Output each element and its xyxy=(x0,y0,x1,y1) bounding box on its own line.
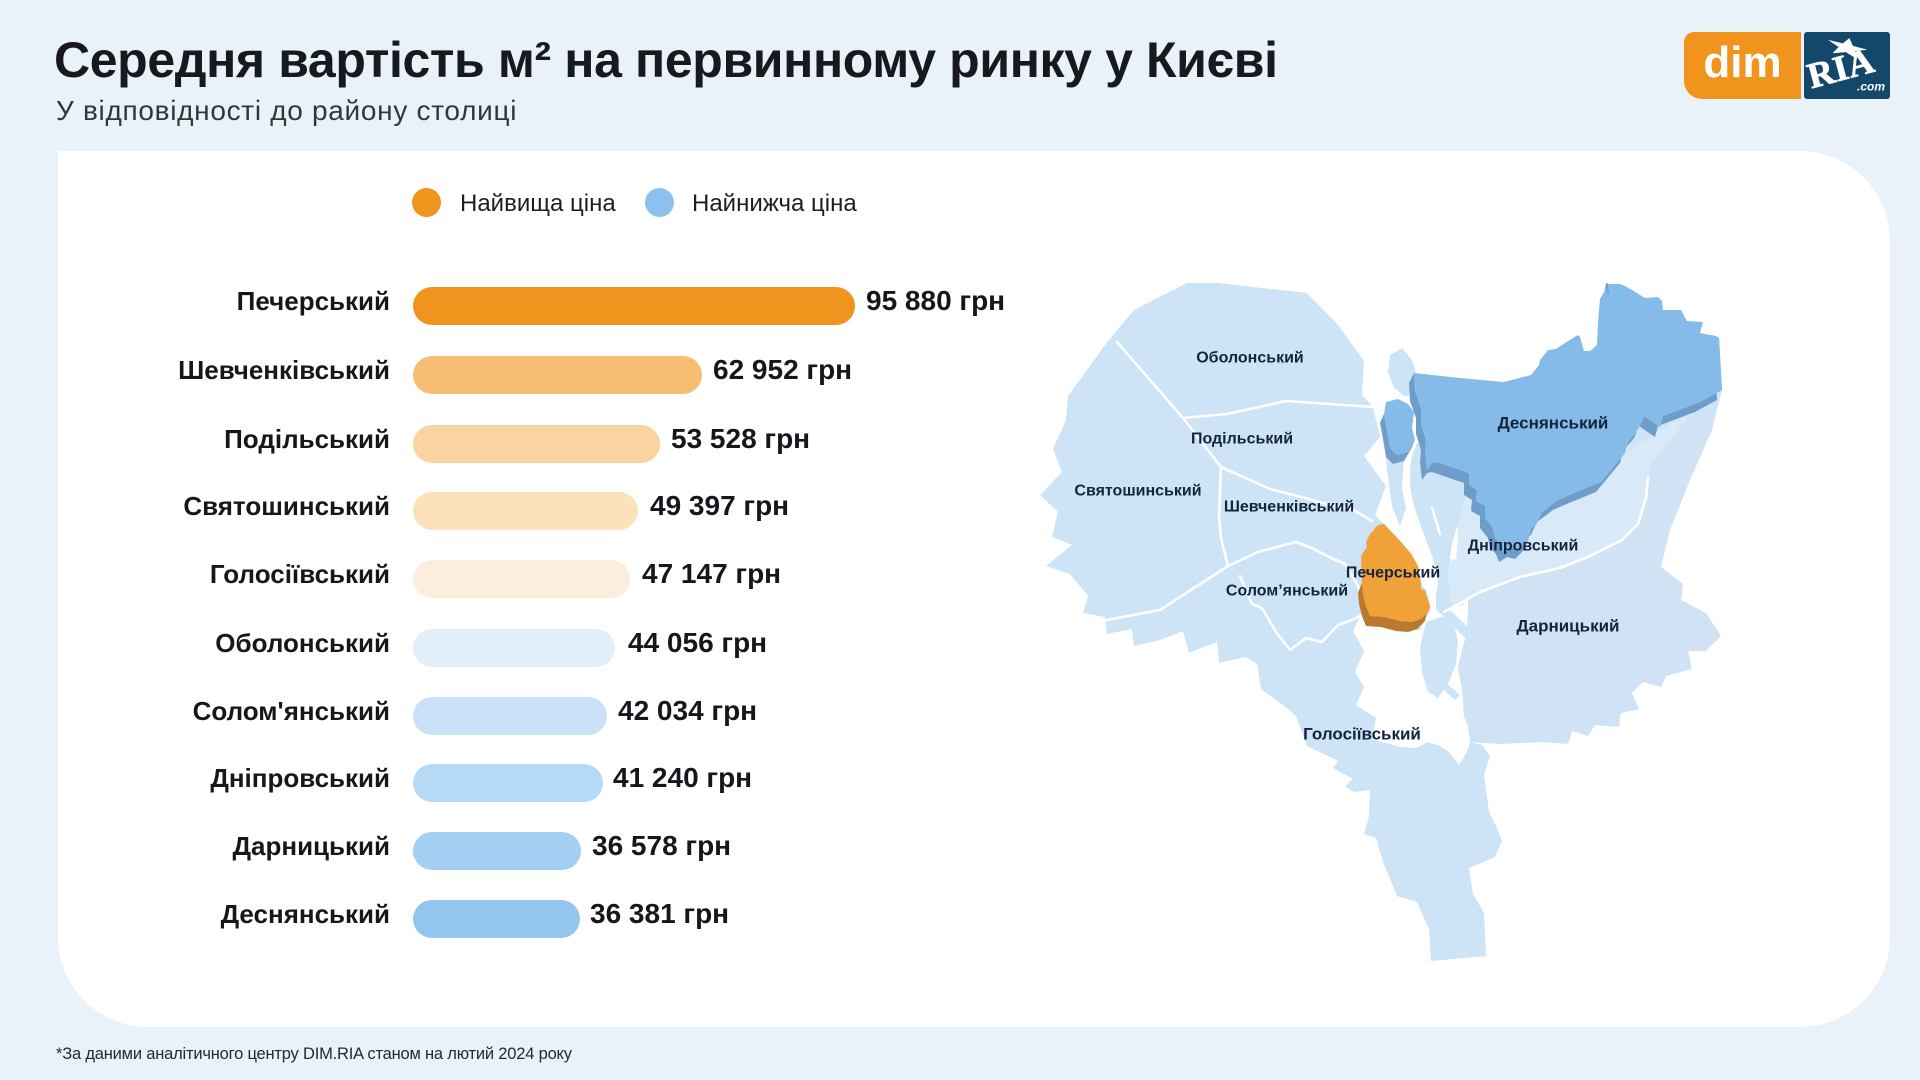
svg-text:Святошинський: Святошинський xyxy=(1074,483,1201,500)
svg-text:Голосіївський: Голосіївський xyxy=(1303,725,1421,744)
svg-text:Дарницький: Дарницький xyxy=(1517,617,1620,636)
svg-text:Печерський: Печерський xyxy=(1346,565,1440,582)
svg-text:.com: .com xyxy=(1857,80,1885,94)
svg-text:Шевченківський: Шевченківський xyxy=(1224,499,1354,516)
svg-text:Солом’янський: Солом’янський xyxy=(1226,583,1348,600)
svg-text:Подільський: Подільський xyxy=(1191,431,1293,448)
svg-text:Оболонський: Оболонський xyxy=(1196,350,1304,367)
svg-text:Дніпровський: Дніпровський xyxy=(1468,538,1579,555)
svg-text:Деснянський: Деснянський xyxy=(1498,414,1609,433)
